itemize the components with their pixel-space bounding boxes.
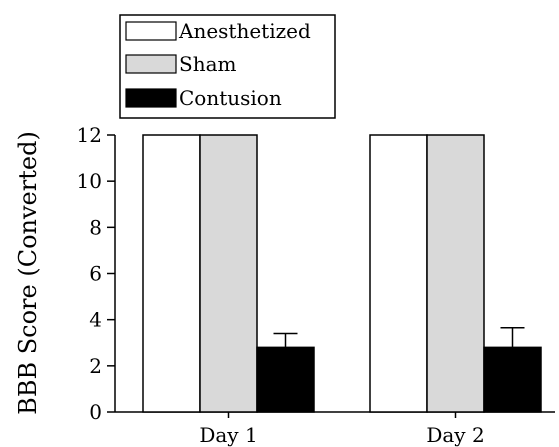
bar-sham: [199, 134, 258, 413]
x-tick-label: Day 2: [426, 423, 484, 447]
bar-sham: [426, 134, 485, 413]
y-tick-label: 6: [89, 262, 102, 286]
x-tick-labels: Day 1 Day 2: [199, 423, 484, 447]
bar-contusion: [483, 346, 542, 413]
y-tick-label: 4: [89, 308, 102, 332]
y-tick-label: 0: [89, 400, 102, 424]
y-tick-label: 12: [77, 123, 102, 147]
legend-swatch-sham: [125, 54, 177, 74]
bar-anesthetized: [369, 134, 428, 413]
y-axis-label: BBB Score (Converted): [14, 131, 42, 415]
y-tick-label: 2: [89, 354, 102, 378]
legend-label-sham: Sham: [179, 52, 237, 76]
legend-label-contusion: Contusion: [179, 86, 282, 110]
bars: [142, 134, 542, 413]
legend-swatch-anesthetized: [125, 21, 177, 41]
legend-swatch-contusion: [125, 88, 177, 108]
bar-contusion: [256, 346, 315, 413]
legend-label-anesthetized: Anesthetized: [178, 19, 311, 43]
y-tick-label: 10: [77, 169, 102, 193]
bar-anesthetized: [142, 134, 201, 413]
x-tick-label: Day 1: [199, 423, 257, 447]
y-tick-label: 8: [89, 215, 102, 239]
